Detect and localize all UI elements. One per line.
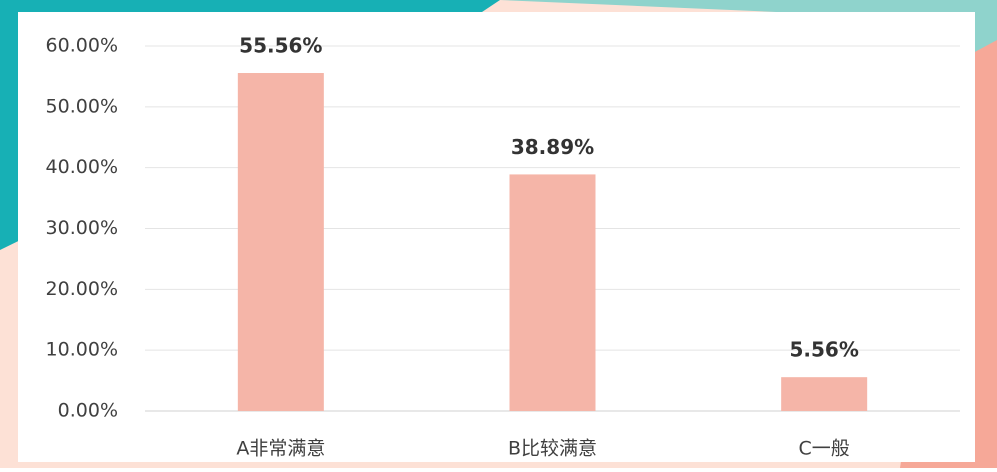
y-tick-label: 40.00%: [46, 156, 118, 178]
x-tick-label: A非常满意: [236, 438, 325, 460]
y-tick-label: 30.00%: [46, 217, 118, 239]
y-tick-label: 10.00%: [46, 339, 118, 361]
y-tick-label: 20.00%: [46, 278, 118, 300]
y-tick-label: 0.00%: [58, 400, 118, 422]
value-label: 55.56%: [239, 34, 322, 58]
chart: 0.00% 10.00% 20.00% 30.00% 40.00% 50.00% 60.00…: [0, 0, 997, 468]
bar: [781, 377, 867, 411]
bar: [510, 174, 596, 411]
x-tick-label: B比较满意: [508, 438, 597, 460]
value-label: 38.89%: [511, 135, 594, 159]
x-tick-label: C一般: [799, 438, 850, 460]
y-tick-label: 50.00%: [46, 95, 118, 117]
y-tick-label: 60.00%: [46, 35, 118, 57]
value-label: 5.56%: [789, 338, 858, 362]
bar: [238, 73, 324, 411]
